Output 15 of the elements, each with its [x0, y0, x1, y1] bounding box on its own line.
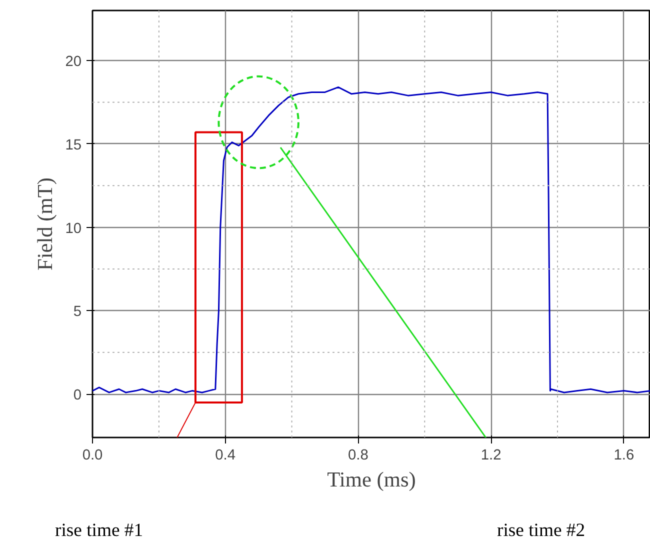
x-tick-label: 0.0	[82, 448, 103, 464]
y-axis-title: Field (mT)	[33, 178, 58, 270]
y-tick-label: 5	[73, 304, 82, 320]
x-tick-label: 0.4	[215, 448, 236, 464]
text: rise time #2	[497, 519, 586, 543]
y-tick-label: 15	[65, 137, 82, 154]
line-series	[92, 86, 650, 394]
x-tick-label: 0.8	[348, 448, 368, 464]
x-axis-title: Time (ms)	[327, 468, 416, 492]
y-tick-label: 0	[73, 388, 82, 404]
x-tick-label: 1.2	[480, 448, 502, 464]
text: rise time #1	[55, 519, 144, 543]
y-tick-label: 20	[65, 54, 82, 70]
y-tick-label: 10	[65, 220, 82, 237]
x-tick-label: 1.6	[614, 448, 634, 464]
